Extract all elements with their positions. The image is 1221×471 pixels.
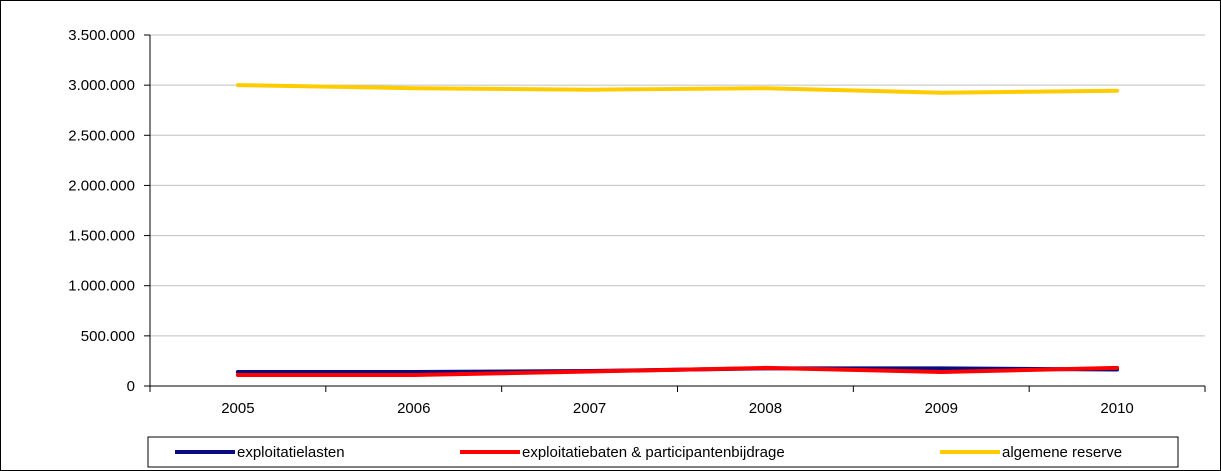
legend-label: algemene reserve: [1002, 444, 1122, 461]
legend: exploitatielasten exploitatiebaten & part…: [147, 436, 1179, 468]
x-tick-label: 2005: [221, 400, 254, 417]
gridlines: [150, 34, 1205, 337]
y-tick-label: 2.500.000: [68, 127, 135, 144]
y-tick-label: 3.000.000: [68, 77, 135, 94]
legend-label: exploitatielasten: [237, 444, 345, 461]
x-axis-tick-labels: 2005 2006 2007 2008 2009 2010: [221, 400, 1134, 417]
y-tick-label: 1.000.000: [68, 278, 135, 295]
y-tick-label: 0: [127, 378, 135, 395]
x-tick-label: 2007: [573, 400, 606, 417]
series-line-3: [235, 83, 1120, 95]
legend-box: [147, 436, 1179, 468]
y-tick-label: 3.500.000: [68, 27, 135, 44]
x-tick-label: 2009: [925, 400, 958, 417]
series-line-2: [235, 365, 1120, 377]
axes: [144, 34, 1206, 392]
y-tick-label: 500.000: [81, 328, 135, 345]
series-lines: [235, 83, 1120, 377]
x-tick-label: 2008: [749, 400, 782, 417]
legend-label: exploitatiebaten & participantenbijdrage: [522, 444, 785, 461]
x-tick-label: 2006: [397, 400, 430, 417]
y-tick-label: 1.500.000: [68, 228, 135, 245]
x-tick-label: 2010: [1100, 400, 1133, 417]
y-tick-label: 2.000.000: [68, 177, 135, 194]
y-axis-tick-labels: 0 500.000 1.000.000 1.500.000 2.000.000 2.500…: [68, 27, 135, 395]
